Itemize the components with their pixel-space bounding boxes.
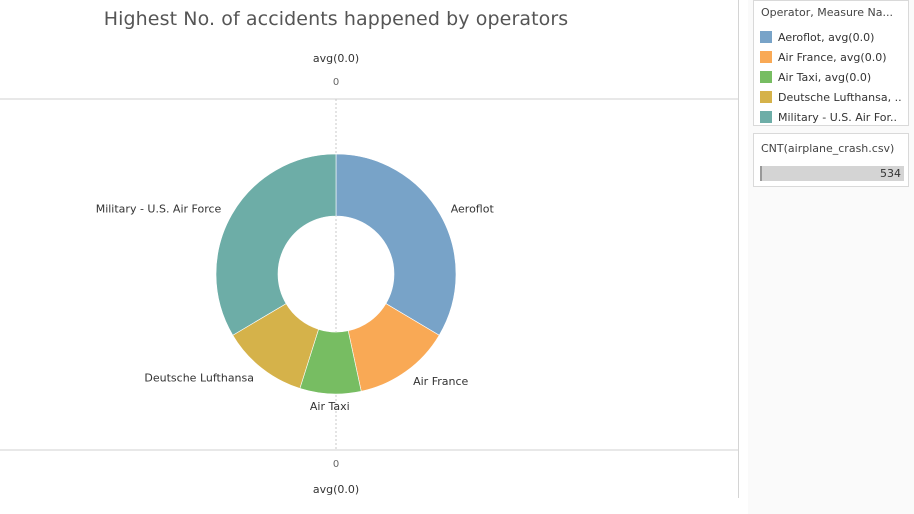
legend-item-label: Air France, avg(0.0) bbox=[778, 50, 887, 64]
legend-item-label: Aeroflot, avg(0.0) bbox=[778, 30, 875, 44]
legend-swatch bbox=[760, 71, 772, 83]
slice-label: Air Taxi bbox=[310, 400, 350, 413]
legend-item-deutsche-lufthansa[interactable]: Deutsche Lufthansa, .. bbox=[760, 89, 906, 105]
slice-military-u-s-air-force[interactable] bbox=[215, 153, 337, 336]
legend-swatch bbox=[760, 111, 772, 123]
slice-label: Air France bbox=[413, 375, 468, 388]
legend-item-label: Air Taxi, avg(0.0) bbox=[778, 70, 872, 84]
slice-label: Deutsche Lufthansa bbox=[144, 371, 254, 384]
slice-label: Aeroflot bbox=[451, 203, 495, 216]
size-legend: CNT(airplane_crash.csv) 534 bbox=[753, 133, 909, 187]
color-legend: Operator, Measure Na... Aeroflot, avg(0.… bbox=[753, 0, 909, 126]
top-axis-tick: 0 bbox=[332, 77, 340, 88]
legend-item-label: Deutsche Lufthansa, .. bbox=[778, 90, 902, 104]
legend-item-military-us-air-force[interactable]: Military - U.S. Air For.. bbox=[760, 109, 906, 125]
size-legend-title[interactable]: CNT(airplane_crash.csv) bbox=[761, 142, 895, 155]
legend-item-air-taxi[interactable]: Air Taxi, avg(0.0) bbox=[760, 69, 906, 85]
size-legend-value: 534 bbox=[880, 167, 901, 180]
view-divider bbox=[738, 0, 739, 498]
chart-title: Highest No. of accidents happened by ope… bbox=[103, 8, 569, 30]
legend-item-label: Military - U.S. Air For.. bbox=[778, 110, 898, 124]
labels-group: Aeroflot Air France Air Taxi Deutsche Lufth… bbox=[96, 203, 495, 413]
legend-swatch bbox=[760, 51, 772, 63]
bottom-axis-tick: 0 bbox=[332, 459, 340, 470]
slice-aeroflot[interactable] bbox=[335, 153, 457, 336]
size-legend-bar: 534 bbox=[760, 166, 904, 181]
legend-swatch bbox=[760, 31, 772, 43]
top-axis-caption: avg(0.0) bbox=[312, 52, 360, 65]
donut-chart: Aeroflot Air France Air Taxi Deutsche Lufth… bbox=[0, 98, 738, 451]
legend-swatch bbox=[760, 91, 772, 103]
legend-item-air-france[interactable]: Air France, avg(0.0) bbox=[760, 49, 906, 65]
bottom-axis-caption: avg(0.0) bbox=[312, 483, 360, 496]
legend-title[interactable]: Operator, Measure Na... bbox=[761, 6, 893, 19]
legend-item-aeroflot[interactable]: Aeroflot, avg(0.0) bbox=[760, 29, 906, 45]
slice-label: Military - U.S. Air Force bbox=[96, 203, 222, 216]
slices-group bbox=[215, 153, 457, 395]
